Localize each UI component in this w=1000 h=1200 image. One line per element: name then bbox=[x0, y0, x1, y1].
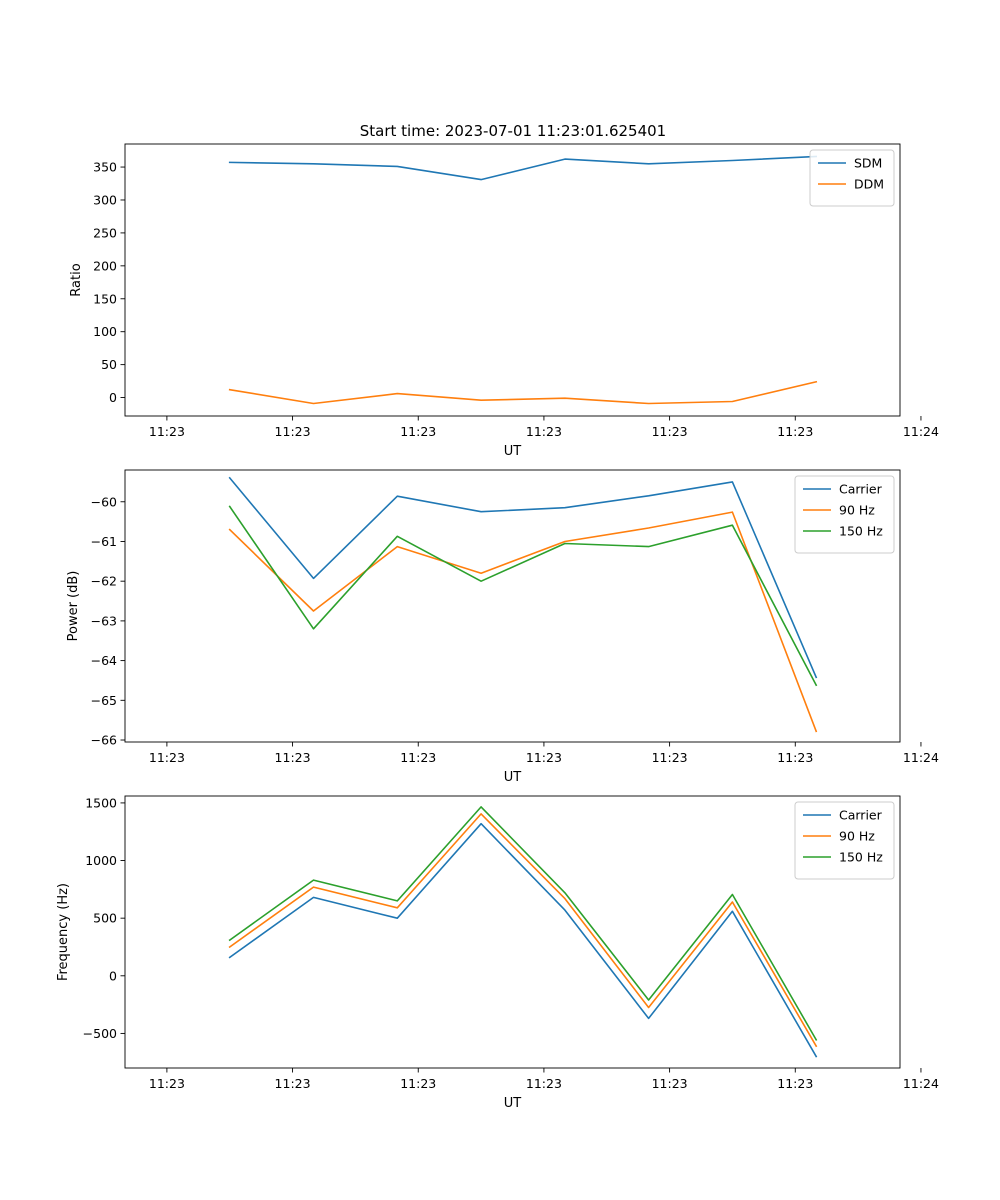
x-axis-label: UT bbox=[504, 770, 522, 785]
legend-label: 150 Hz bbox=[839, 850, 883, 865]
legend-label: 90 Hz bbox=[839, 829, 875, 844]
series-line-carrier bbox=[228, 476, 818, 679]
series-line-150-hz bbox=[228, 505, 818, 687]
y-tick-label: −66 bbox=[91, 733, 117, 748]
x-tick-label: 11:23 bbox=[652, 424, 688, 439]
x-tick-label: 11:23 bbox=[526, 1076, 562, 1091]
y-tick-label: 100 bbox=[93, 324, 117, 339]
x-tick-label: 11:23 bbox=[777, 1076, 813, 1091]
x-axis-label: UT bbox=[504, 1096, 522, 1111]
y-tick-label: −65 bbox=[91, 693, 117, 708]
x-tick-label: 11:23 bbox=[275, 1076, 311, 1091]
subplot-3: 11:23 11:23 11:23 11:23 11:23 11:23 11:24 −500 0… bbox=[56, 795, 939, 1111]
series-line-150-hz bbox=[228, 806, 818, 1041]
y-tick-label: 250 bbox=[93, 225, 117, 240]
legend: Carrier 90 Hz 150 Hz bbox=[794, 475, 895, 554]
y-tick-label: 300 bbox=[93, 192, 117, 207]
subplot-1: 11:23 11:23 11:23 11:23 11:23 11:23 11:24 0 50 10… bbox=[69, 143, 939, 459]
series-line-90-hz bbox=[228, 511, 818, 733]
x-tick-label: 11:23 bbox=[777, 424, 813, 439]
y-tick-label: 350 bbox=[93, 160, 117, 175]
y-tick-label: 0 bbox=[109, 968, 117, 983]
x-tick-label: 11:23 bbox=[275, 750, 311, 765]
x-tick-label: 11:23 bbox=[400, 750, 436, 765]
x-tick-label: 11:23 bbox=[275, 424, 311, 439]
x-tick-label: 11:23 bbox=[149, 424, 185, 439]
legend: Carrier 90 Hz 150 Hz bbox=[794, 801, 895, 880]
series-line-ddm bbox=[228, 380, 818, 405]
subplot-2: 11:23 11:23 11:23 11:23 11:23 11:23 11:24 −66 −6… bbox=[66, 469, 939, 785]
y-tick-label: 1500 bbox=[85, 795, 117, 810]
legend-box bbox=[809, 149, 895, 207]
legend: SDM DDM bbox=[809, 149, 895, 207]
legend-label: 90 Hz bbox=[839, 503, 875, 518]
legend-box bbox=[794, 801, 895, 880]
y-axis-label: Frequency (Hz) bbox=[56, 883, 71, 981]
legend-label: 150 Hz bbox=[839, 524, 883, 539]
legend-label: SDM bbox=[854, 156, 882, 171]
x-axis-label: UT bbox=[504, 444, 522, 459]
y-tick-label: 150 bbox=[93, 291, 117, 306]
y-axis-label: Ratio bbox=[69, 263, 84, 296]
x-tick-label: 11:24 bbox=[903, 750, 939, 765]
y-tick-label: 0 bbox=[109, 390, 117, 405]
figure-title: Start time: 2023-07-01 11:23:01.625401 bbox=[360, 122, 666, 140]
legend-label: Carrier bbox=[839, 808, 883, 823]
y-axis-label: Power (dB) bbox=[66, 571, 81, 642]
y-tick-label: −60 bbox=[91, 494, 117, 509]
y-tick-label: 200 bbox=[93, 258, 117, 273]
x-tick-label: 11:23 bbox=[400, 424, 436, 439]
y-tick-label: −63 bbox=[91, 613, 117, 628]
y-tick-label: −61 bbox=[91, 534, 117, 549]
y-tick-label: −62 bbox=[91, 574, 117, 589]
axes-frame bbox=[124, 469, 901, 743]
x-tick-label: 11:23 bbox=[777, 750, 813, 765]
subplots: 11:23 11:23 11:23 11:23 11:23 11:23 11:24 0 50 10… bbox=[56, 143, 939, 1111]
y-tick-label: 500 bbox=[93, 911, 117, 926]
legend-box bbox=[794, 475, 895, 554]
series-line-90-hz bbox=[228, 813, 818, 1048]
x-tick-label: 11:24 bbox=[903, 424, 939, 439]
x-tick-label: 11:23 bbox=[400, 1076, 436, 1091]
x-tick-label: 11:24 bbox=[903, 1076, 939, 1091]
x-tick-label: 11:23 bbox=[149, 750, 185, 765]
axes-frame bbox=[124, 795, 901, 1069]
x-tick-label: 11:23 bbox=[526, 750, 562, 765]
series-line-sdm bbox=[228, 155, 818, 181]
legend-label: Carrier bbox=[839, 482, 883, 497]
y-tick-label: −64 bbox=[91, 653, 117, 668]
x-tick-label: 11:23 bbox=[652, 750, 688, 765]
axes-frame bbox=[124, 143, 901, 417]
legend-label: DDM bbox=[854, 177, 884, 192]
y-tick-label: −500 bbox=[83, 1026, 117, 1041]
y-tick-label: 1000 bbox=[85, 853, 117, 868]
series-line-carrier bbox=[228, 822, 818, 1058]
x-tick-label: 11:23 bbox=[652, 1076, 688, 1091]
x-tick-label: 11:23 bbox=[526, 424, 562, 439]
x-tick-label: 11:23 bbox=[149, 1076, 185, 1091]
y-tick-label: 50 bbox=[101, 357, 117, 372]
